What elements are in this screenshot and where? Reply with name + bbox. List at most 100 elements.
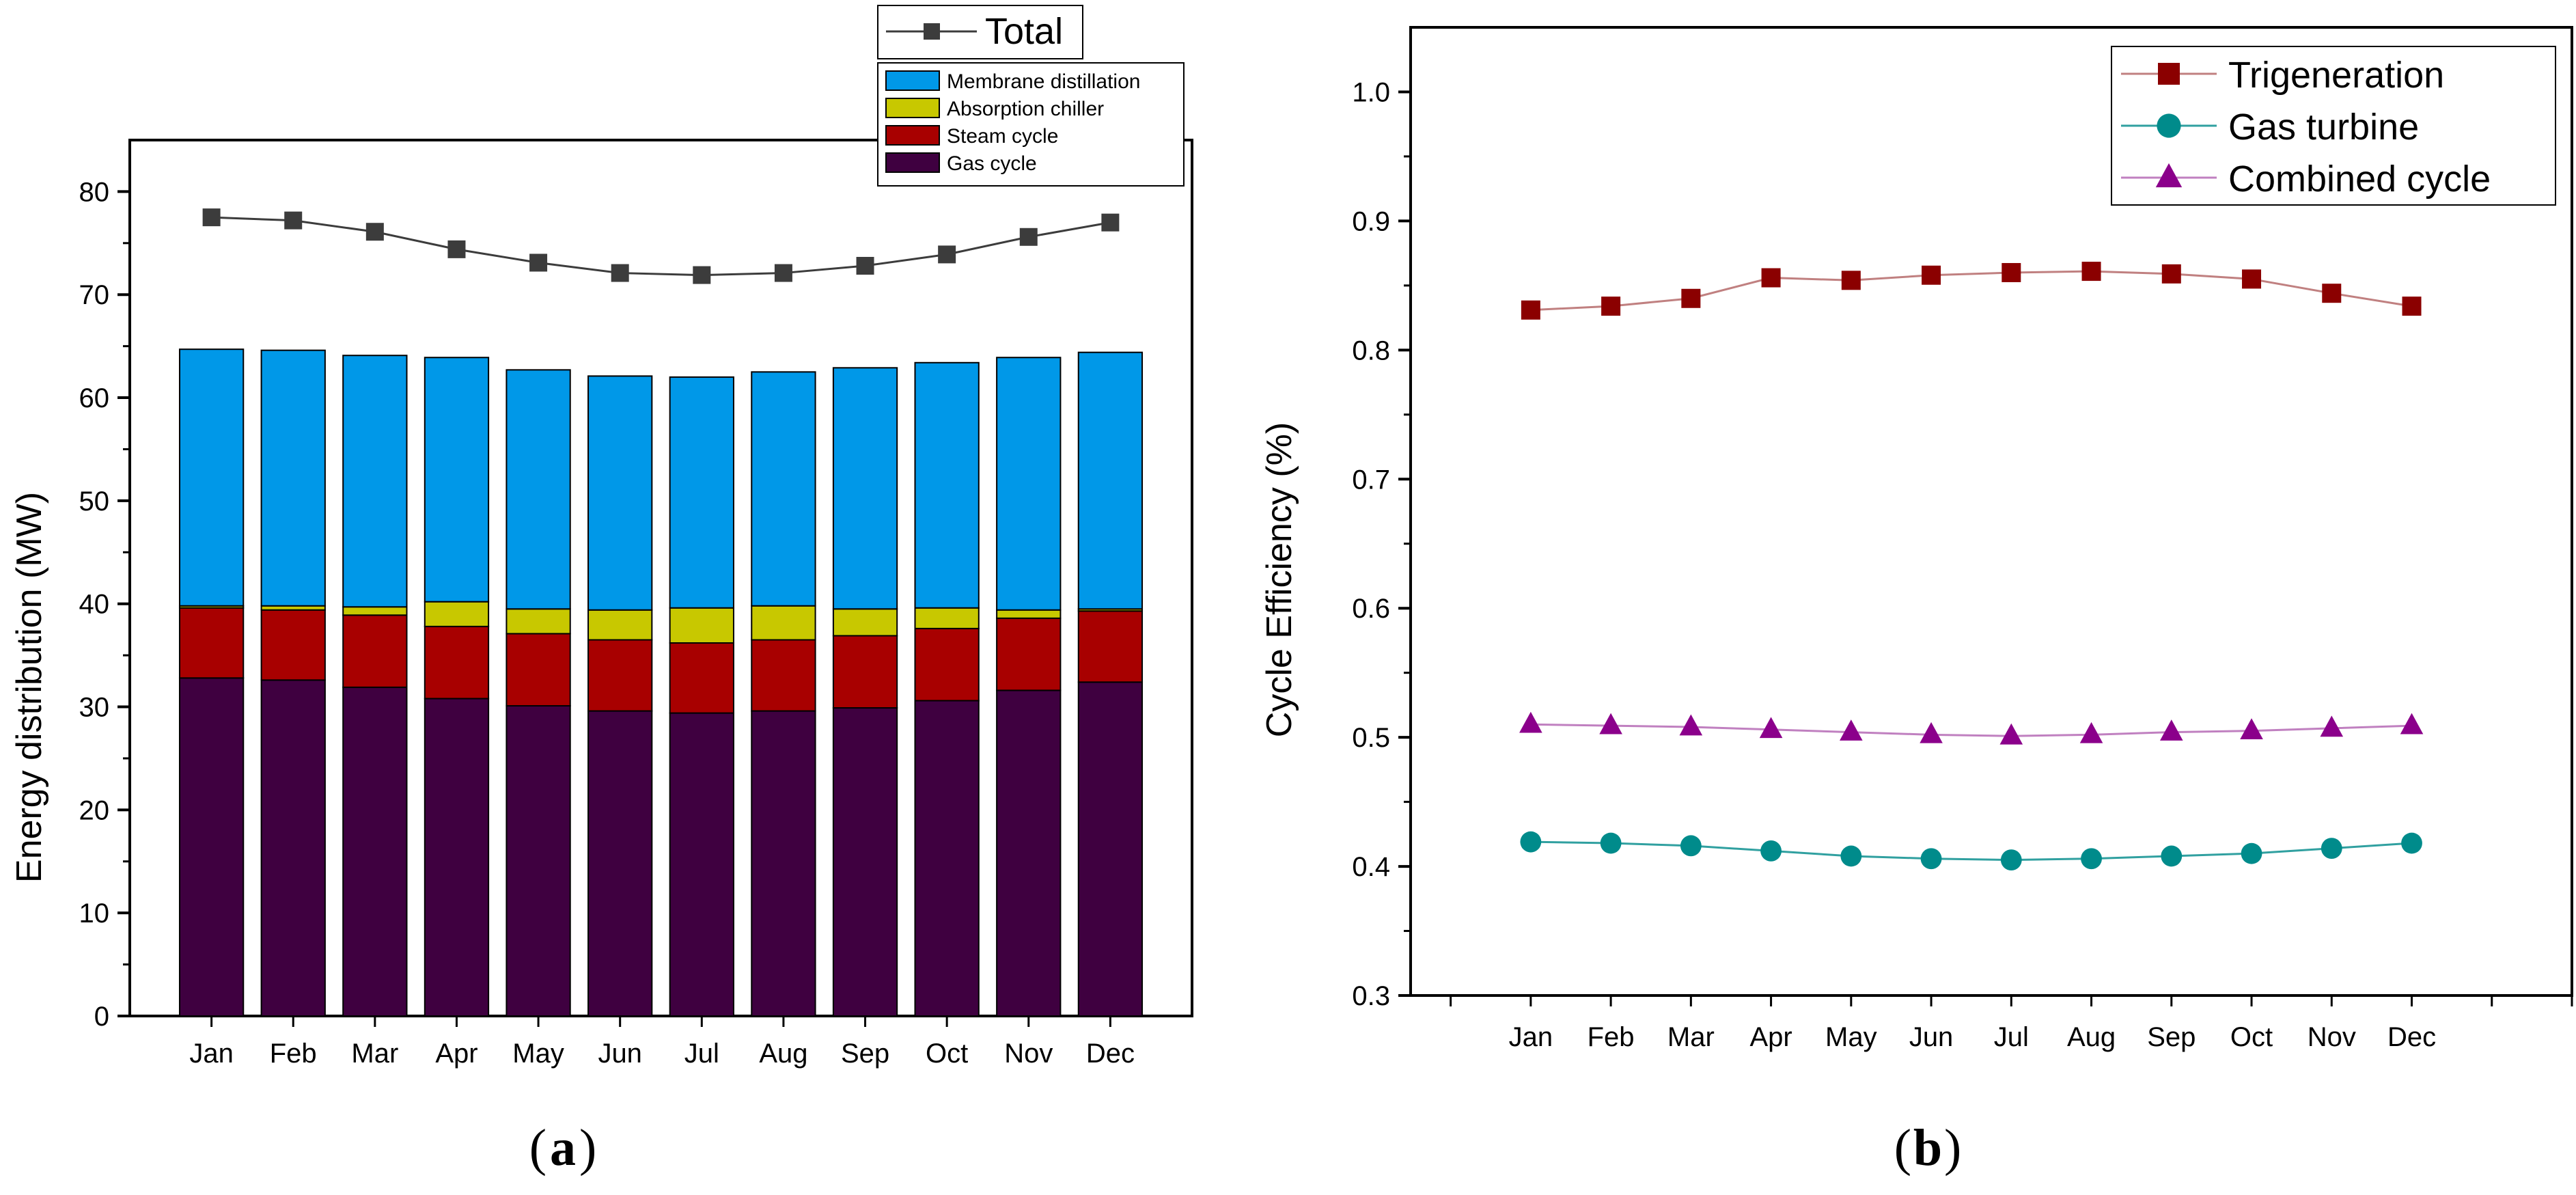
point-triangle: [1599, 713, 1622, 734]
total-point: [1019, 228, 1038, 246]
bar-membrane-distillation: [424, 357, 490, 603]
bar-gas-cycle: [1077, 681, 1144, 1017]
bar-absorption-chiller: [342, 606, 408, 616]
bar-steam-cycle: [751, 639, 816, 712]
legend-label: Gas cycle: [947, 152, 1037, 175]
bar-steam-cycle: [342, 614, 408, 688]
bar-steam-cycle: [996, 617, 1062, 691]
bar-membrane-distillation: [260, 349, 326, 607]
panel-a-y-tick-label: 10: [79, 898, 110, 929]
bar-gas-cycle: [914, 700, 980, 1017]
total-point: [202, 208, 221, 227]
legend-swatch: [885, 152, 940, 173]
legend-swatch: [885, 70, 940, 91]
panel-a-x-tick-label: Dec: [1086, 1039, 1135, 1069]
point-triangle: [1519, 711, 1542, 733]
bar-steam-cycle: [178, 607, 245, 679]
series-line: [1530, 840, 2412, 862]
bar-gas-cycle: [669, 712, 734, 1017]
legend-label: Absorption chiller: [947, 98, 1104, 120]
legend-label: Gas turbine: [2228, 107, 2419, 148]
panel-b-y-axis-title: Cycle Efficiency (%): [1260, 422, 1299, 737]
panel-a-close-paren: ): [579, 1119, 596, 1177]
panel-b-x-tick-label: Dec: [2387, 1022, 2436, 1052]
bar-membrane-distillation: [342, 355, 408, 608]
panel-a-label: a: [550, 1119, 576, 1177]
point-triangle: [1759, 717, 1783, 739]
panel-b-caption: ( b ): [1894, 1119, 1962, 1177]
legend-swatch: [885, 125, 940, 146]
panel-b-y-tick-label: 0.3: [1352, 981, 1390, 1011]
panel-b-y-tick-label: 0.5: [1352, 723, 1390, 753]
point-square: [2161, 264, 2181, 284]
bar-gas-cycle: [751, 710, 816, 1017]
panel-a-y-tick-label: 0: [94, 1002, 109, 1032]
point-square: [1601, 297, 1621, 316]
bar-gas-cycle: [832, 707, 898, 1017]
panel-b-x-tick-label: May: [1825, 1022, 1877, 1052]
bar-steam-cycle: [587, 639, 653, 712]
panel-a-axes: 0 10 20 30 40 50 60 70 80 Jan Feb Mar Apr May Jun Jul Au…: [79, 177, 1135, 1069]
series-gas-turbine: [1520, 831, 2422, 871]
point-triangle: [2079, 722, 2103, 743]
panel-a-x-tick-label: Feb: [270, 1039, 317, 1069]
bar-steam-cycle: [832, 635, 898, 709]
bar-steam-cycle: [424, 625, 490, 700]
bar-absorption-chiller: [505, 608, 571, 635]
point-circle: [2241, 842, 2262, 864]
point-circle: [1680, 835, 1702, 857]
point-square: [1761, 268, 1781, 288]
point-square: [2158, 63, 2180, 85]
point-triangle: [1999, 723, 2023, 745]
bar-steam-cycle: [914, 627, 980, 702]
panel-a-y-axis-title: Energy distribution (MW): [10, 492, 49, 883]
panel-b-label: b: [1913, 1119, 1942, 1177]
series-line: [1530, 270, 2412, 312]
point-circle: [2157, 113, 2181, 138]
bar-gas-cycle: [342, 686, 408, 1017]
panel-a-plot-frame: [128, 139, 1193, 1017]
bar-absorption-chiller: [587, 609, 653, 641]
panel-a-x-tick-label: Jun: [598, 1039, 642, 1069]
panel-a-x-tick-label: Nov: [1004, 1039, 1053, 1069]
panel-a-x-tick-label: Oct: [926, 1039, 968, 1069]
point-circle: [1600, 832, 1622, 854]
panel-a-total-line: [202, 208, 1120, 284]
point-triangle: [2400, 713, 2424, 734]
panel-b-series: [1519, 262, 2424, 871]
legend-label: Combined cycle: [2228, 159, 2491, 200]
point-triangle: [2240, 718, 2263, 740]
panel-b-x-tick-label: Aug: [2067, 1022, 2116, 1052]
point-triangle: [1840, 719, 1863, 741]
bar-membrane-distillation: [1077, 351, 1144, 610]
bar-membrane-distillation: [587, 375, 653, 611]
point-circle: [2081, 848, 2102, 870]
panel-a-y-tick-label: 20: [79, 795, 110, 825]
panel-b-plot-frame: [1409, 26, 2573, 997]
point-square: [2002, 262, 2021, 282]
bar-absorption-chiller: [669, 607, 734, 644]
point-square: [2081, 262, 2101, 281]
bar-steam-cycle: [669, 642, 734, 714]
panel-a-y-tick-label: 30: [79, 693, 110, 723]
bar-absorption-chiller: [996, 609, 1062, 619]
panel-a-y-tick-label: 40: [79, 590, 110, 620]
total-point: [693, 266, 711, 284]
panel-a-y-tick-label: 50: [79, 486, 110, 517]
panel-a-x-tick-label: Jan: [189, 1039, 234, 1069]
series-trigeneration: [1521, 262, 2422, 320]
bar-membrane-distillation: [751, 371, 816, 607]
legend-total-label: Total: [985, 11, 1063, 52]
panel-b-cycle-efficiency: 0.3 0.4 0.5 0.6 0.7 0.8 0.9 1.0 Jan Feb Mar Apr May J…: [1260, 26, 2573, 1052]
bar-steam-cycle: [1077, 610, 1144, 683]
panel-b-x-tick-label: Sep: [2147, 1022, 2196, 1052]
point-circle: [1920, 848, 1942, 870]
point-square: [1521, 300, 1540, 320]
panel-b-close-paren: ): [1944, 1119, 1961, 1177]
legend-label: Membrane distillation: [947, 70, 1140, 93]
panel-a-x-tick-label: Sep: [841, 1039, 889, 1069]
bar-gas-cycle: [424, 698, 490, 1017]
point-triangle: [2155, 163, 2183, 188]
bar-membrane-distillation: [669, 376, 734, 609]
